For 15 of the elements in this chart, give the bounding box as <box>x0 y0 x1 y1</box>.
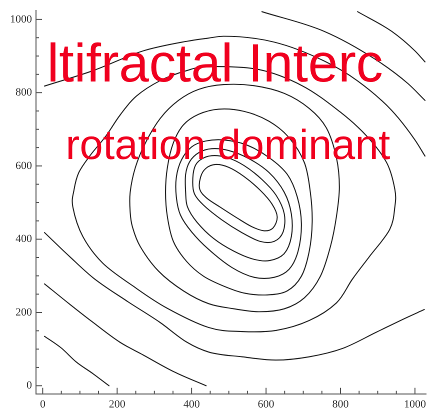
x-tick-label: 800 <box>332 398 350 410</box>
x-tick-label: 1000 <box>404 398 426 410</box>
line-series <box>44 232 425 361</box>
y-tick-label: 0 <box>26 380 32 392</box>
line-series <box>44 336 110 386</box>
y-tick-label: 400 <box>16 233 32 246</box>
x-tick-label: 0 <box>40 398 46 410</box>
y-tick-label: 200 <box>16 306 32 318</box>
x-tick-label: 400 <box>183 398 200 410</box>
y-tick-label: 600 <box>16 160 32 172</box>
line-series <box>44 283 207 386</box>
x-tick-label: 200 <box>108 398 126 410</box>
y-tick-label: 800 <box>16 86 32 99</box>
x-tick-label: 600 <box>258 398 275 410</box>
y-tick-label: 1000 <box>10 13 32 26</box>
